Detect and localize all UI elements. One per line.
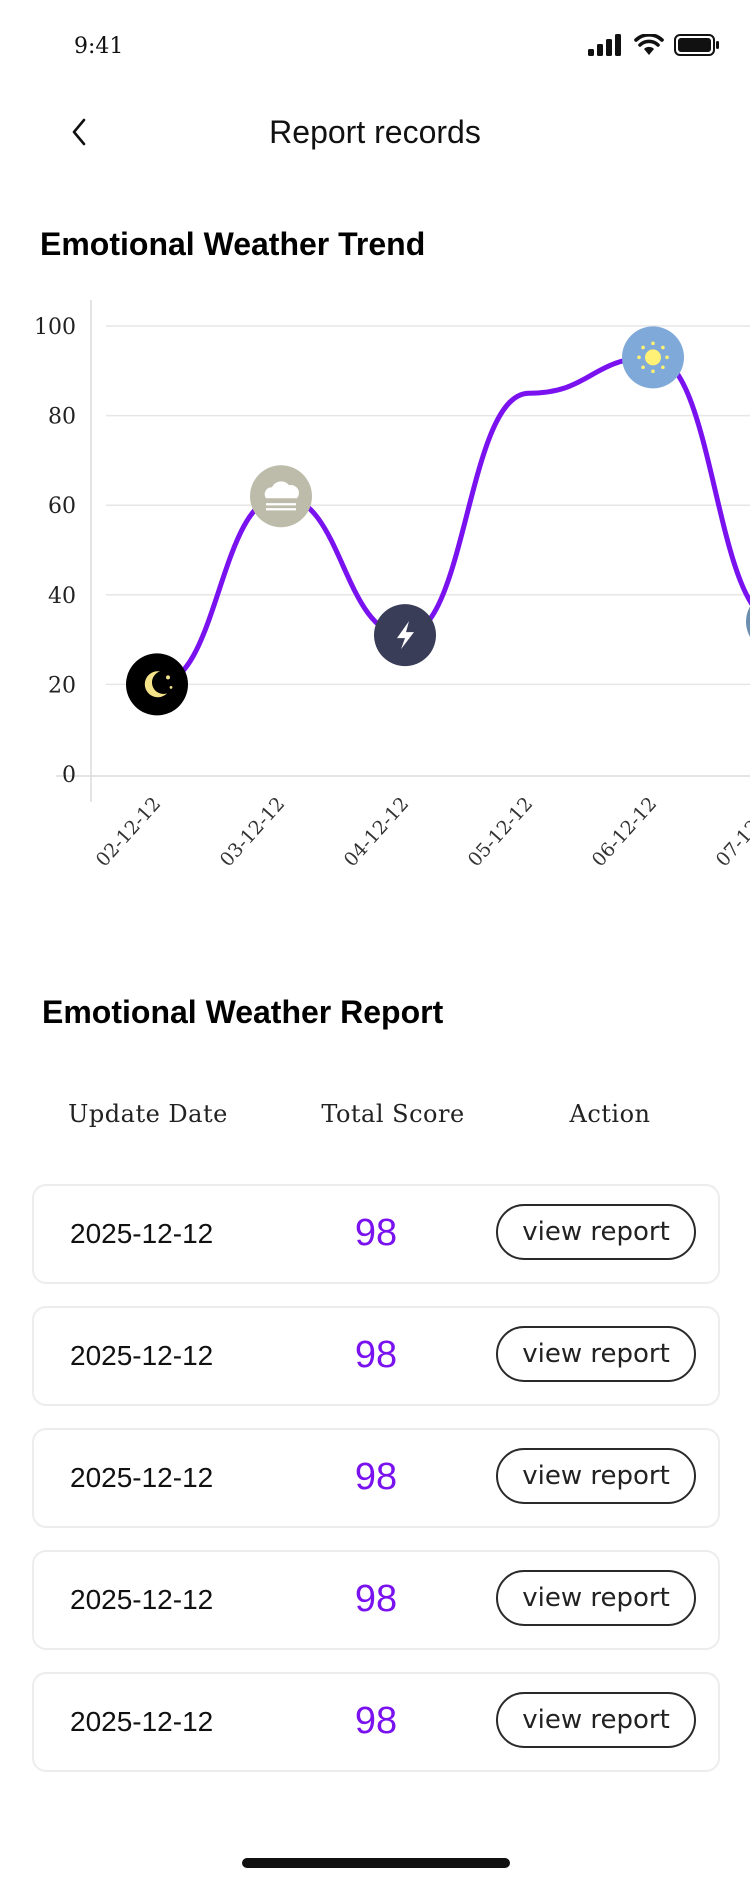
sun-core [645,349,661,366]
row-date: 2025-12-12 [70,1706,214,1737]
page-title: Report records [269,114,481,150]
battery-icon [674,34,719,56]
cloud-shape [264,481,299,499]
column-action: Action [569,1100,651,1128]
table-row: 2025-12-12 98 view report [32,1184,720,1284]
marker-circle [126,653,188,716]
table-row: 2025-12-12 98 view report [32,1428,720,1528]
row-score: 98 [354,1456,398,1498]
sun-ray [651,341,655,346]
y-tick-label: 40 [48,584,76,609]
table-header: Update Date Total Score Action [0,1100,750,1140]
report-list: 2025-12-12 98 view report 2025-12-12 98 … [32,1184,720,1794]
sun-ray [641,345,645,350]
trend-title: Emotional Weather Trend [40,226,426,262]
view-report-button[interactable]: view report [496,1692,696,1748]
chevron-left-icon [72,118,86,146]
row-date: 2025-12-12 [70,1462,214,1493]
lightning-marker [374,604,436,667]
row-score: 98 [354,1212,398,1254]
home-indicator[interactable] [242,1858,510,1868]
row-score: 98 [354,1700,398,1742]
table-row: 2025-12-12 98 view report [32,1550,720,1650]
x-tick-label: 03-12-12 [216,793,289,871]
column-total-score: Total Score [321,1100,465,1128]
sun-ray [651,369,655,374]
lightning-icon [397,621,414,650]
moon-shape [144,671,167,698]
y-tick-label: 100 [34,315,76,340]
moon-icon [144,671,173,698]
back-button[interactable] [60,112,100,152]
sun-ray [661,345,665,350]
status-bar: 9:41 [0,0,750,96]
fog-marker [250,465,312,528]
x-tick-label: 05-12-12 [464,793,537,871]
report-title: Emotional Weather Report [42,994,444,1030]
trend-chart: 0 20 40 60 80 100 02-12-12 03-12-12 04-12-12 05-… [0,290,750,900]
column-update-date: Update Date [68,1100,228,1128]
x-tick-label: 02-12-12 [92,793,165,871]
sun-icon [637,341,669,374]
nav-header: Report records [0,96,750,170]
sun-ray [665,355,669,360]
y-tick-label: 20 [48,673,76,698]
trend-line [154,354,750,687]
view-report-button[interactable]: view report [496,1448,696,1504]
sun-marker [622,326,684,389]
view-report-button[interactable]: view report [496,1326,696,1382]
view-report-button[interactable]: view report [496,1570,696,1626]
sun-ray [637,355,641,360]
row-score: 98 [354,1578,398,1620]
row-date: 2025-12-12 [70,1340,214,1371]
sun-ray [661,365,665,370]
x-tick-label: 07-12-12 [712,793,750,871]
signal-icon [588,34,621,56]
sun-ray [641,365,645,370]
trend-chart-svg: 0 20 40 60 80 100 02-12-12 03-12-12 04-12-12 05-… [34,300,750,871]
y-tick-label: 0 [62,763,76,788]
marker-circle [746,606,750,637]
star-dot [169,686,173,689]
x-tick-label: 04-12-12 [340,793,413,871]
wifi-icon [634,34,664,55]
row-score: 98 [354,1334,398,1376]
status-time: 9:41 [74,34,124,59]
table-row: 2025-12-12 98 view report [32,1306,720,1406]
row-date: 2025-12-12 [70,1584,214,1615]
y-tick-label: 80 [48,405,76,430]
x-tick-label: 06-12-12 [588,793,661,871]
moon-marker [126,653,188,716]
fog-icon [264,481,299,511]
bolt-shape [397,621,414,650]
star-dot [166,675,170,680]
row-date: 2025-12-12 [70,1218,214,1249]
cloud-marker [746,606,750,637]
y-tick-label: 60 [48,494,76,519]
view-report-button[interactable]: view report [496,1204,696,1260]
table-row: 2025-12-12 98 view report [32,1672,720,1772]
status-icons [588,32,720,58]
